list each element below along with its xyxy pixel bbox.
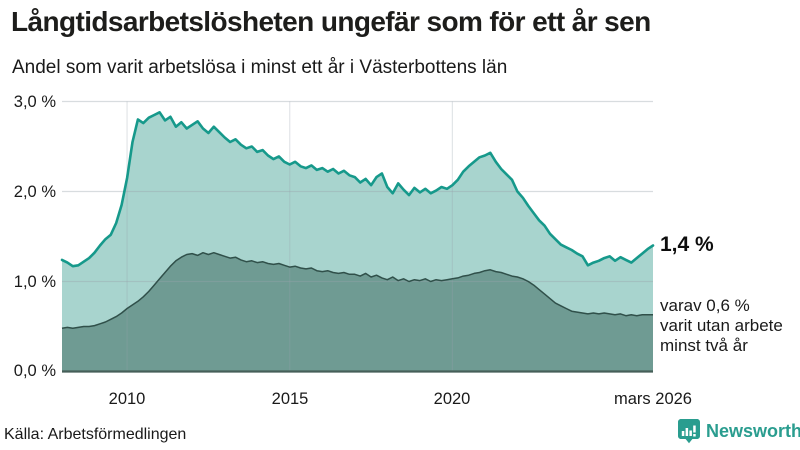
page-subtitle: Andel som varit arbetslösa i minst ett å…: [12, 57, 508, 78]
brand-name: Newsworthy: [706, 420, 800, 441]
x-axis-label-2020: 2020: [433, 390, 471, 408]
y-axis-label-0: 0,0 %: [13, 362, 56, 380]
page-title: Långtidsarbetslösheten ungefär som för e…: [11, 6, 651, 37]
x-axis-label-2010: 2010: [108, 390, 146, 408]
source-note: Källa: Arbetsförmedlingen: [4, 426, 187, 443]
x-axis-label-2015: 2015: [271, 390, 309, 408]
subset-annotation: varav 0,6 % varit utan arbete minst två …: [660, 296, 783, 356]
y-axis-label-3: 3,0 %: [13, 93, 56, 111]
subset-annotation-line-1: varav 0,6 %: [660, 296, 750, 315]
y-axis-label-2: 2,0 %: [13, 183, 56, 201]
subset-annotation-line-3: minst två år: [660, 336, 748, 355]
newsworthy-speech-bubble-chart-icon: [678, 419, 700, 444]
x-axis-label-mars-2026: mars 2026: [614, 390, 692, 408]
subset-annotation-line-2: varit utan arbete: [660, 316, 783, 335]
newsworthy-logo: Newsworthy: [677, 418, 800, 444]
y-axis-label-1: 1,0 %: [13, 273, 56, 291]
current-value-label: 1,4 %: [660, 233, 714, 256]
